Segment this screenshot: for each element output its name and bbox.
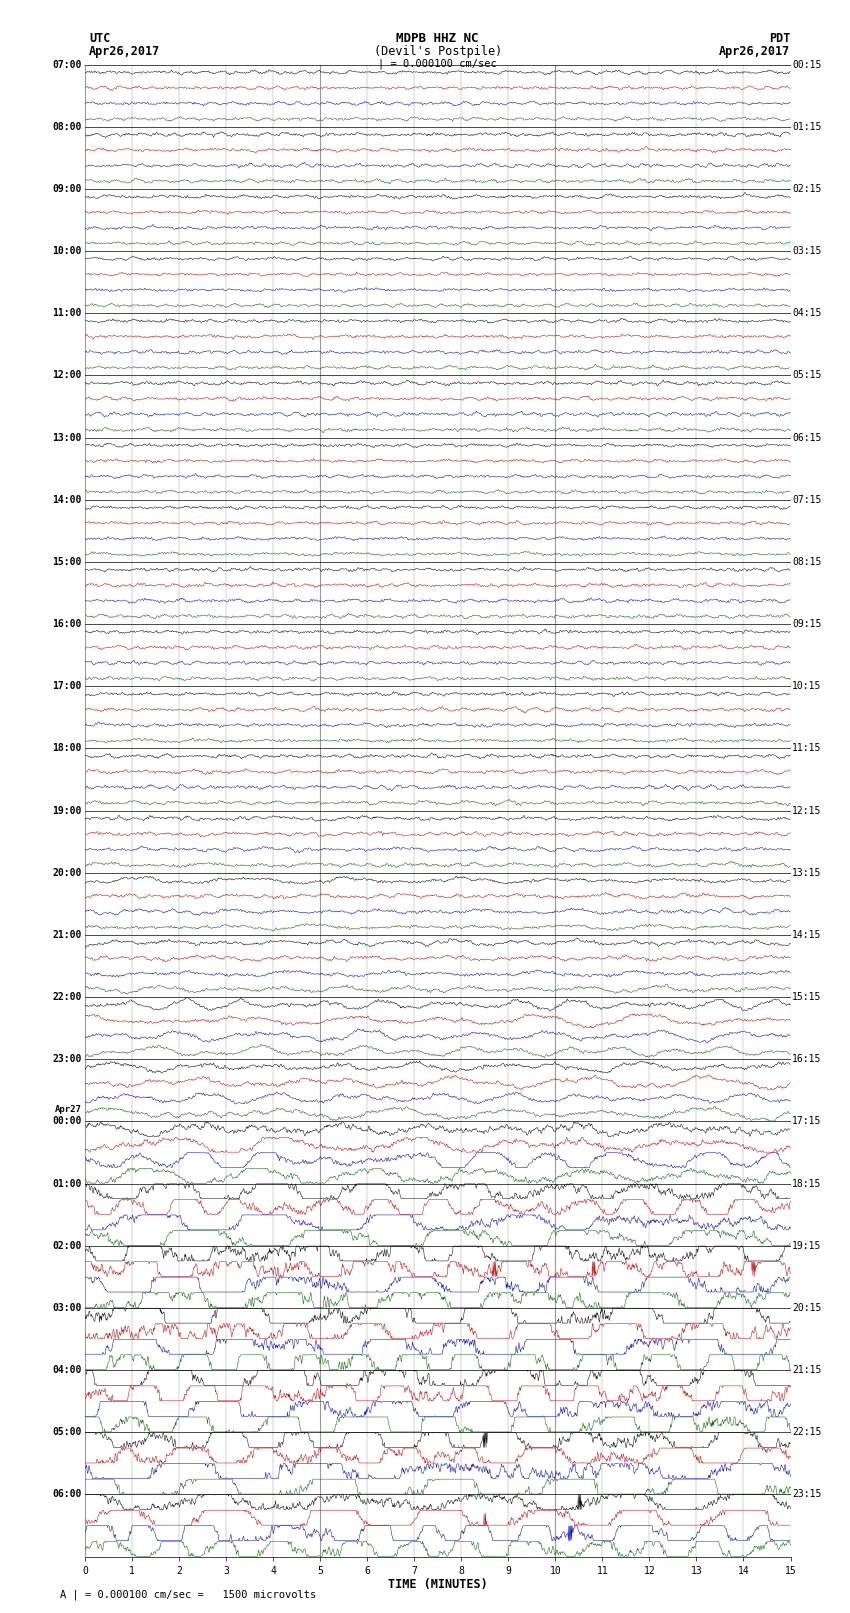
Text: 04:15: 04:15: [792, 308, 821, 318]
Text: 00:00: 00:00: [52, 1116, 82, 1126]
X-axis label: TIME (MINUTES): TIME (MINUTES): [388, 1579, 488, 1592]
Text: 06:15: 06:15: [792, 432, 821, 442]
Text: 18:15: 18:15: [792, 1179, 821, 1189]
Text: 12:00: 12:00: [52, 371, 82, 381]
Text: MDPB HHZ NC: MDPB HHZ NC: [396, 32, 479, 45]
Text: 18:00: 18:00: [52, 744, 82, 753]
Text: Apr26,2017: Apr26,2017: [89, 45, 161, 58]
Text: 14:00: 14:00: [52, 495, 82, 505]
Text: 21:15: 21:15: [792, 1365, 821, 1374]
Text: 11:00: 11:00: [52, 308, 82, 318]
Text: 08:15: 08:15: [792, 556, 821, 566]
Text: (Devil's Postpile): (Devil's Postpile): [374, 45, 502, 58]
Text: 21:00: 21:00: [52, 929, 82, 940]
Text: 01:00: 01:00: [52, 1179, 82, 1189]
Text: 07:15: 07:15: [792, 495, 821, 505]
Text: Apr26,2017: Apr26,2017: [719, 45, 791, 58]
Text: 00:15: 00:15: [792, 60, 821, 69]
Text: 17:15: 17:15: [792, 1116, 821, 1126]
Text: 12:15: 12:15: [792, 805, 821, 816]
Text: 03:00: 03:00: [52, 1303, 82, 1313]
Text: UTC: UTC: [89, 32, 110, 45]
Text: 02:15: 02:15: [792, 184, 821, 194]
Text: 20:00: 20:00: [52, 868, 82, 877]
Text: 11:15: 11:15: [792, 744, 821, 753]
Text: 04:00: 04:00: [52, 1365, 82, 1374]
Text: 08:00: 08:00: [52, 121, 82, 132]
Text: 22:00: 22:00: [52, 992, 82, 1002]
Text: A | = 0.000100 cm/sec =   1500 microvolts: A | = 0.000100 cm/sec = 1500 microvolts: [60, 1589, 315, 1600]
Text: 13:15: 13:15: [792, 868, 821, 877]
Text: 09:15: 09:15: [792, 619, 821, 629]
Text: 02:00: 02:00: [52, 1240, 82, 1250]
Text: Apr27: Apr27: [54, 1105, 82, 1113]
Text: 17:00: 17:00: [52, 681, 82, 692]
Text: 15:00: 15:00: [52, 556, 82, 566]
Text: 20:15: 20:15: [792, 1303, 821, 1313]
Text: 22:15: 22:15: [792, 1428, 821, 1437]
Text: 10:00: 10:00: [52, 247, 82, 256]
Text: 19:15: 19:15: [792, 1240, 821, 1250]
Text: | = 0.000100 cm/sec: | = 0.000100 cm/sec: [378, 58, 497, 69]
Text: 09:00: 09:00: [52, 184, 82, 194]
Text: 01:15: 01:15: [792, 121, 821, 132]
Text: 05:15: 05:15: [792, 371, 821, 381]
Text: 05:00: 05:00: [52, 1428, 82, 1437]
Text: 10:15: 10:15: [792, 681, 821, 692]
Text: 03:15: 03:15: [792, 247, 821, 256]
Text: 23:00: 23:00: [52, 1055, 82, 1065]
Text: PDT: PDT: [769, 32, 790, 45]
Text: 15:15: 15:15: [792, 992, 821, 1002]
Text: 14:15: 14:15: [792, 929, 821, 940]
Text: 19:00: 19:00: [52, 805, 82, 816]
Text: 16:00: 16:00: [52, 619, 82, 629]
Text: 07:00: 07:00: [52, 60, 82, 69]
Text: 13:00: 13:00: [52, 432, 82, 442]
Text: 23:15: 23:15: [792, 1489, 821, 1500]
Text: 06:00: 06:00: [52, 1489, 82, 1500]
Text: 16:15: 16:15: [792, 1055, 821, 1065]
